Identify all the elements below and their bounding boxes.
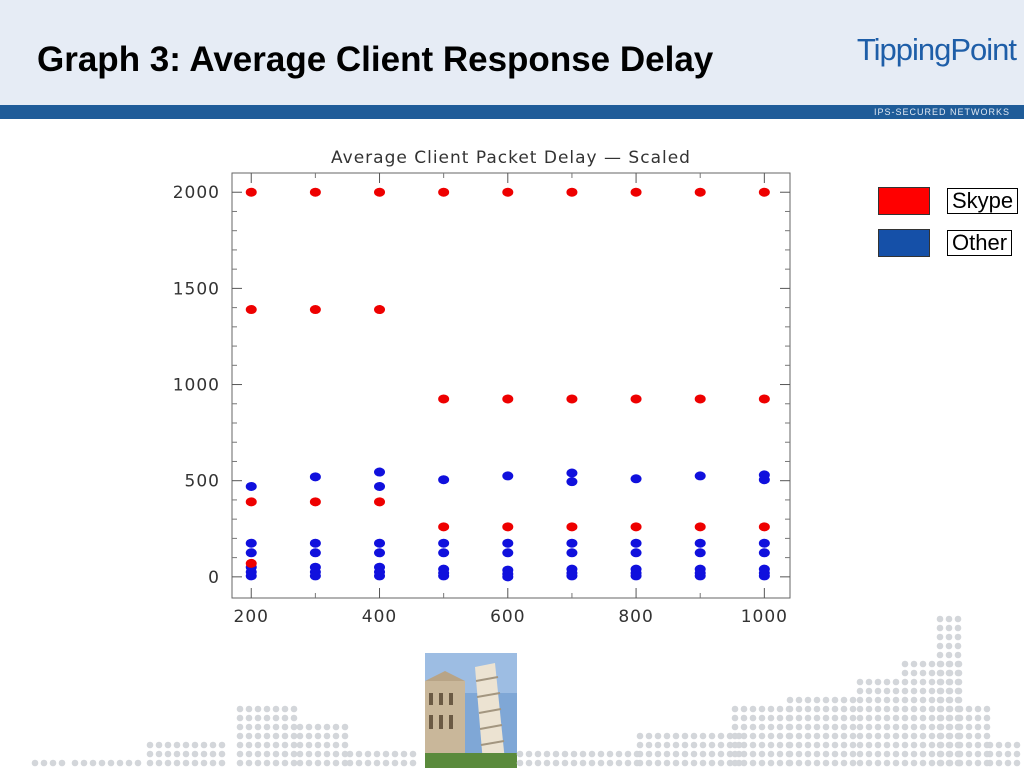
data-point-other — [694, 571, 706, 581]
data-point-other — [374, 467, 386, 477]
slide-title: Graph 3: Average Client Response Delay — [37, 40, 714, 79]
legend-swatch-skype — [878, 187, 930, 215]
x-tick-label: 1000 — [741, 607, 788, 627]
data-point-skype — [630, 522, 642, 532]
data-point-other — [502, 572, 514, 582]
data-point-other — [438, 571, 450, 581]
data-point-skype — [758, 394, 770, 404]
data-point-skype — [374, 497, 386, 507]
data-point-other — [502, 548, 514, 558]
y-tick-label: 0 — [208, 568, 220, 588]
data-point-other — [694, 548, 706, 558]
data-point-skype — [630, 187, 642, 197]
y-tick-label: 500 — [185, 472, 220, 492]
data-point-other — [374, 571, 386, 581]
data-point-other — [630, 571, 642, 581]
data-point-skype — [309, 187, 321, 197]
data-point-skype — [438, 187, 450, 197]
data-point-other — [694, 471, 706, 481]
data-point-other — [502, 471, 514, 481]
data-point-skype — [245, 497, 257, 507]
data-point-skype — [566, 394, 578, 404]
data-point-skype — [374, 187, 386, 197]
data-point-skype — [438, 522, 450, 532]
data-point-skype — [245, 558, 257, 568]
data-point-other — [566, 571, 578, 581]
data-point-other — [758, 571, 770, 581]
leaning-tower-photo — [425, 653, 517, 768]
data-point-other — [758, 548, 770, 558]
legend-item-other: Other — [878, 229, 1024, 257]
data-point-skype — [694, 187, 706, 197]
chart-area: Average Client Packet Delay — Scaled 0 500… — [128, 119, 828, 640]
data-point-other — [374, 548, 386, 558]
x-tick-label: 200 — [234, 607, 269, 627]
data-point-skype — [309, 305, 321, 315]
data-point-skype — [758, 522, 770, 532]
legend-label-other: Other — [947, 230, 1013, 256]
tippingpoint-logo: TippingPoint — [856, 32, 1017, 67]
data-point-other — [630, 548, 642, 558]
data-point-other — [758, 538, 770, 548]
data-point-other — [309, 571, 321, 581]
data-point-skype — [758, 187, 770, 197]
decorative-dot-pattern — [31, 615, 1021, 767]
data-point-other — [502, 538, 514, 548]
data-point-skype — [245, 305, 257, 315]
legend-item-skype: Skype — [878, 187, 1024, 215]
data-point-other — [245, 571, 257, 581]
data-point-other — [438, 548, 450, 558]
data-point-other — [438, 475, 450, 485]
legend-swatch-other — [878, 229, 930, 257]
plot-frame — [231, 172, 791, 599]
header-band — [0, 105, 1024, 119]
data-point-skype — [245, 187, 257, 197]
logo-tagline: IPS-SECURED NETWORKS — [873, 107, 1010, 117]
data-point-skype — [502, 187, 514, 197]
data-point-other — [630, 474, 642, 484]
data-point-skype — [566, 187, 578, 197]
y-tick-label: 1500 — [173, 279, 220, 299]
data-point-skype — [309, 497, 321, 507]
data-point-skype — [502, 394, 514, 404]
data-point-other — [245, 481, 257, 491]
y-tick-label: 1000 — [173, 376, 220, 396]
data-point-other — [374, 538, 386, 548]
data-point-other — [438, 538, 450, 548]
y-tick-label: 2000 — [173, 183, 220, 203]
data-point-other — [374, 481, 386, 491]
data-point-other — [566, 477, 578, 487]
x-tick-label: 400 — [362, 607, 397, 627]
scatter-chart: Average Client Packet Delay — Scaled 0 500… — [173, 148, 791, 627]
x-tick-label: 800 — [618, 607, 653, 627]
slide-header — [0, 0, 1024, 105]
data-point-other — [245, 538, 257, 548]
data-point-other — [309, 472, 321, 482]
data-point-other — [309, 548, 321, 558]
data-point-skype — [438, 394, 450, 404]
data-point-skype — [630, 394, 642, 404]
data-point-other — [245, 548, 257, 558]
data-point-skype — [566, 522, 578, 532]
data-point-other — [694, 538, 706, 548]
data-point-skype — [694, 394, 706, 404]
data-point-other — [758, 475, 770, 485]
legend-label-skype: Skype — [947, 188, 1019, 214]
data-point-other — [309, 538, 321, 548]
data-point-skype — [694, 522, 706, 532]
data-point-other — [566, 548, 578, 558]
data-point-skype — [374, 305, 386, 315]
chart-title: Average Client Packet Delay — Scaled — [331, 148, 691, 168]
data-point-other — [566, 468, 578, 478]
x-tick-label: 600 — [490, 607, 525, 627]
data-point-skype — [502, 522, 514, 532]
data-point-other — [566, 538, 578, 548]
data-point-other — [630, 538, 642, 548]
